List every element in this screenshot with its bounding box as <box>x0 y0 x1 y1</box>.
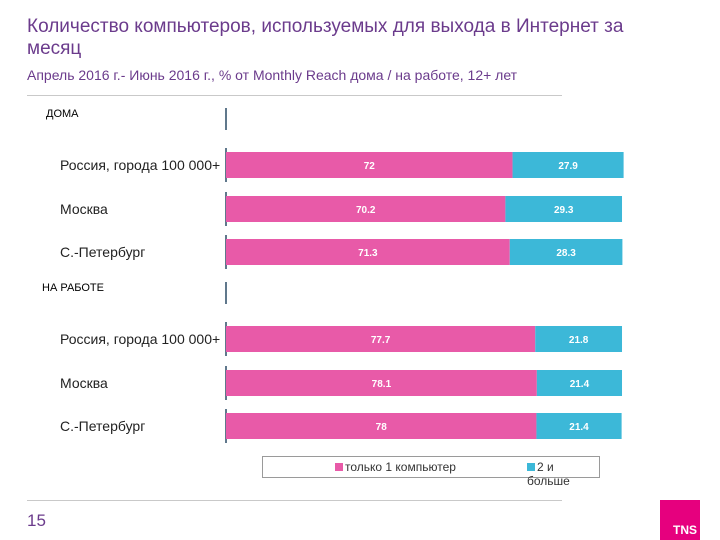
data-label: 70.2 <box>356 205 376 216</box>
data-label: 21.4 <box>570 379 590 390</box>
bar-segment-one-pc <box>226 196 506 222</box>
data-label: 78.1 <box>372 379 392 390</box>
category-label: Россия, города 100 000+ <box>60 331 220 347</box>
logo-text: TNS <box>673 523 697 537</box>
data-label: 21.8 <box>569 335 589 346</box>
legend-item-one-pc: только 1 компьютер <box>335 460 456 474</box>
bar-segment-two-plus <box>535 326 623 352</box>
bar-segment-one-pc <box>226 413 537 439</box>
bar-segment-two-plus <box>536 413 622 439</box>
legend-swatch-two-plus <box>527 463 535 471</box>
chart-title: Количество компьютеров, используемых для… <box>27 16 624 59</box>
bar-segment-two-plus <box>512 152 624 178</box>
legend-swatch-one-pc <box>335 463 343 471</box>
legend-label-one-pc: только 1 компьютер <box>345 460 456 474</box>
category-label: С.-Петербург <box>60 418 145 434</box>
data-label: 29.3 <box>554 205 574 216</box>
legend-item-two-plus: 2 и больше <box>527 460 599 488</box>
category-label: Россия, города 100 000+ <box>60 157 220 173</box>
chart-legend: только 1 компьютер 2 и больше <box>262 456 600 488</box>
top-divider <box>27 95 562 96</box>
group-label-1: НА РАБОТЕ <box>42 282 104 294</box>
data-label: 72 <box>364 161 376 172</box>
bar-segment-two-plus <box>536 370 623 396</box>
bar-segment-one-pc <box>226 370 537 396</box>
data-label: 77.7 <box>371 335 391 346</box>
data-label: 21.4 <box>569 422 589 433</box>
bar-segment-one-pc <box>226 152 513 178</box>
data-label: 71.3 <box>358 248 378 259</box>
bar-segment-two-plus <box>509 239 623 265</box>
category-label: С.-Петербург <box>60 244 145 260</box>
page-number: 15 <box>27 511 46 530</box>
bar-segment-one-pc <box>226 326 536 352</box>
category-label: Москва <box>60 201 108 217</box>
data-label: 78 <box>376 422 388 433</box>
category-label: Москва <box>60 375 108 391</box>
bar-segment-one-pc <box>226 239 510 265</box>
data-label: 28.3 <box>556 248 576 259</box>
bar-segment-two-plus <box>505 196 623 222</box>
tns-logo: TNS <box>660 500 700 540</box>
bottom-divider <box>27 500 562 501</box>
group-label-0: ДОМА <box>46 108 79 120</box>
legend-label-two-plus: 2 и больше <box>527 460 570 488</box>
data-label: 27.9 <box>558 161 578 172</box>
chart-subtitle: Апрель 2016 г.- Июнь 2016 г., % от Month… <box>27 67 518 83</box>
